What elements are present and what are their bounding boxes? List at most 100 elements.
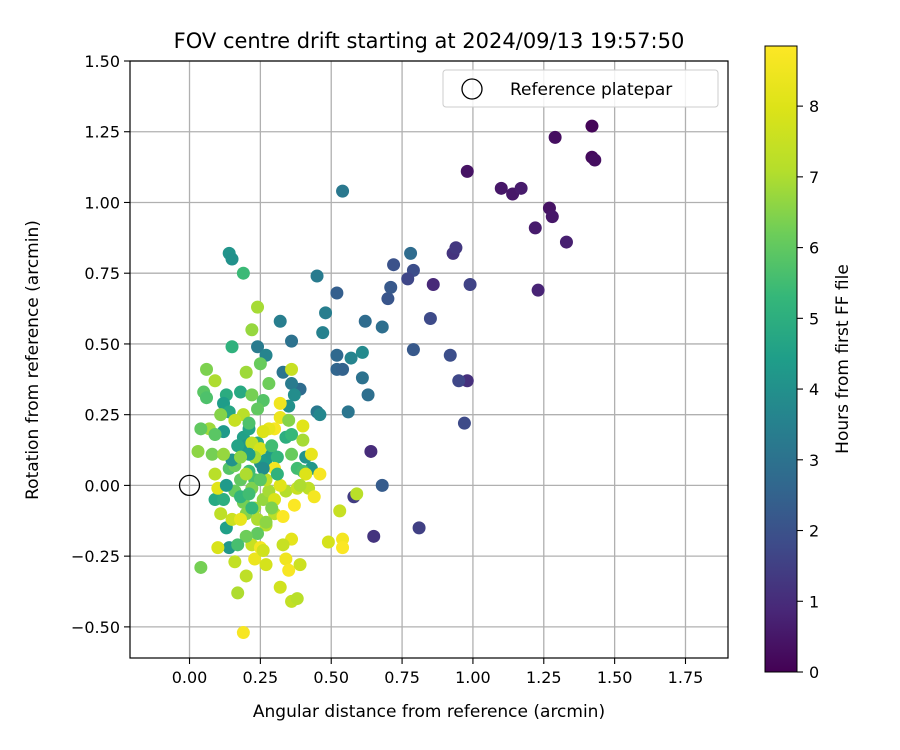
data-point [219,478,233,492]
y-tick-label: 0.25 [84,406,120,425]
data-point [211,541,225,555]
data-point [242,416,256,430]
data-point [248,552,262,566]
colorbar-tick-label: 7 [809,168,819,187]
data-point [358,314,372,328]
data-point [270,467,284,481]
x-tick-label: 1.75 [668,668,704,687]
data-point [214,408,228,422]
data-point [316,326,330,340]
data-point [548,130,562,144]
data-point [251,527,265,541]
data-point [208,374,222,388]
data-point [313,408,327,422]
data-point [194,422,208,436]
data-point [273,580,287,594]
data-point [256,543,270,557]
colorbar-ticks: 0 1 2 3 4 5 6 7 8 [797,97,819,682]
data-point [355,371,369,385]
chart-title: FOV centre drift starting at 2024/09/13 … [174,29,685,53]
data-point [242,487,256,501]
data-point [375,478,389,492]
data-point [299,467,313,481]
y-axis-ticks: 1.50 1.25 1.00 0.75 0.50 0.25 0.00 −0.25 −0.50 [71,52,130,637]
x-tick-label: 1.00 [455,668,491,687]
colorbar-tick-label: 3 [809,451,819,470]
data-point [236,266,250,280]
y-tick-label: 1.25 [84,123,120,142]
y-tick-label: 0.75 [84,264,120,283]
data-point [208,467,222,481]
x-tick-label: 0.25 [243,668,279,687]
data-point [270,450,284,464]
data-point [296,419,310,433]
data-point [231,439,245,453]
data-point [367,529,381,543]
data-point [344,351,358,365]
data-point [401,272,415,286]
data-point [387,258,401,272]
data-point [330,348,344,362]
data-point [333,504,347,518]
data-point [287,388,301,402]
colorbar-tick-label: 5 [809,309,819,328]
data-point [321,535,335,549]
data-point [336,541,350,555]
data-point [531,283,545,297]
data-point [285,427,299,441]
data-point [341,405,355,419]
data-point [285,362,299,376]
data-point [256,425,270,439]
data-points [178,119,602,640]
data-point [236,626,250,640]
data-point [214,507,228,521]
legend-marker [461,78,483,100]
data-point [313,467,327,481]
data-point [239,569,253,583]
colorbar-tick-label: 4 [809,380,819,399]
data-point [231,586,245,600]
data-point [228,413,242,427]
data-point [276,510,290,524]
data-point [239,365,253,379]
data-point [200,362,214,376]
colorbar-tick-label: 0 [809,663,819,682]
data-point [290,592,304,606]
data-point [336,184,350,198]
data-point [310,269,324,283]
data-point [585,119,599,133]
data-point [273,478,287,492]
data-point [355,345,369,359]
grid [130,60,728,658]
data-point [330,286,344,300]
data-point [412,521,426,535]
data-point [350,487,364,501]
data-point [208,427,222,441]
data-point [282,563,296,577]
legend: Reference platepar [442,69,719,108]
data-point [375,320,389,334]
data-point [225,252,239,266]
data-point [285,334,299,348]
data-point [231,538,245,552]
data-point [251,300,265,314]
y-tick-label: 0.50 [84,335,120,354]
data-point [253,473,267,487]
data-point [463,278,477,292]
data-point [251,402,265,416]
data-point [528,221,542,235]
data-point [319,306,333,320]
x-tick-label: 1.50 [597,668,633,687]
data-point [228,555,242,569]
colorbar: 0 1 2 3 4 5 6 7 8 Hours from first FF file [764,45,853,682]
y-tick-label: −0.25 [71,547,120,566]
x-tick-label: 1.25 [526,668,562,687]
y-tick-label: 0.00 [84,476,120,495]
colorbar-label: Hours from first FF file [833,264,853,454]
data-point [205,447,219,461]
data-point [443,348,457,362]
data-point [282,413,296,427]
x-tick-label: 0.75 [384,668,420,687]
data-point [588,153,602,167]
